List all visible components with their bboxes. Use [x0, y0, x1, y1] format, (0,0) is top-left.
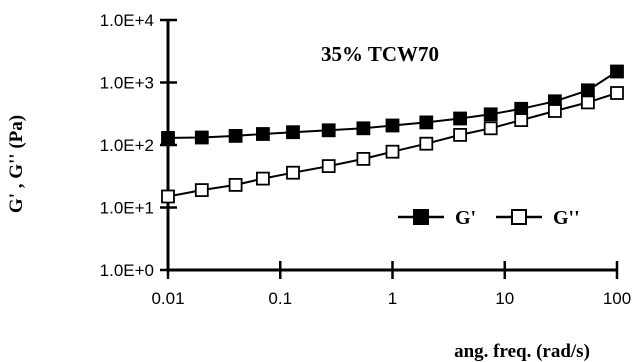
data-point: [161, 189, 175, 204]
data-point: [286, 125, 300, 140]
legend-marker: [413, 209, 429, 225]
y-tick-label: 1.0E+1: [100, 199, 154, 218]
data-point: [419, 115, 434, 130]
x-axis-title: ang. freq. (rad/s): [454, 341, 590, 362]
x-tick-label: 0.01: [151, 289, 184, 308]
y-tick-label: 1.0E+0: [100, 261, 154, 280]
data-point: [610, 86, 624, 100]
legend-label: G': [455, 207, 476, 229]
y-axis-title: G' , G'' (Pa): [6, 115, 27, 213]
data-point: [385, 144, 400, 159]
series-layer: [161, 64, 624, 204]
data-point: [453, 127, 468, 142]
data-point: [228, 177, 243, 192]
y-tick-label: 1.0E+2: [100, 136, 154, 155]
data-point: [610, 64, 624, 79]
y-axis: 1.0E+0 1.0E+1 1.0E+2 1.0E+3 1.0E+4: [100, 11, 177, 280]
x-tick-label: 10: [495, 289, 514, 308]
data-point: [419, 136, 434, 151]
data-point: [286, 165, 300, 180]
data-point: [356, 121, 371, 136]
legend: G' G'': [398, 207, 580, 229]
data-point: [194, 130, 209, 145]
data-point: [356, 151, 371, 166]
x-axis: 0.01 0.1 1 10 100: [151, 261, 631, 308]
legend-label: G'': [553, 207, 580, 229]
data-point: [483, 107, 498, 122]
data-point: [514, 113, 529, 127]
data-point: [581, 83, 595, 98]
data-point: [581, 95, 595, 110]
y-tick-label: 1.0E+4: [100, 11, 154, 30]
data-point: [385, 118, 400, 133]
data-point: [321, 123, 336, 138]
data-point: [255, 171, 270, 186]
data-point: [161, 130, 175, 145]
x-tick-label: 0.1: [268, 289, 292, 308]
data-point: [321, 159, 336, 174]
legend-marker: [511, 209, 527, 225]
data-point: [453, 111, 468, 126]
x-tick-label: 1: [388, 289, 397, 308]
data-point: [194, 183, 209, 198]
x-tick-label: 100: [603, 289, 631, 308]
data-point: [255, 127, 270, 141]
data-point: [483, 121, 498, 136]
chart-title: 35% TCW70: [321, 42, 439, 66]
data-point: [514, 101, 529, 116]
data-point: [228, 128, 243, 143]
data-point: [548, 104, 562, 118]
y-tick-label: 1.0E+3: [100, 74, 154, 93]
